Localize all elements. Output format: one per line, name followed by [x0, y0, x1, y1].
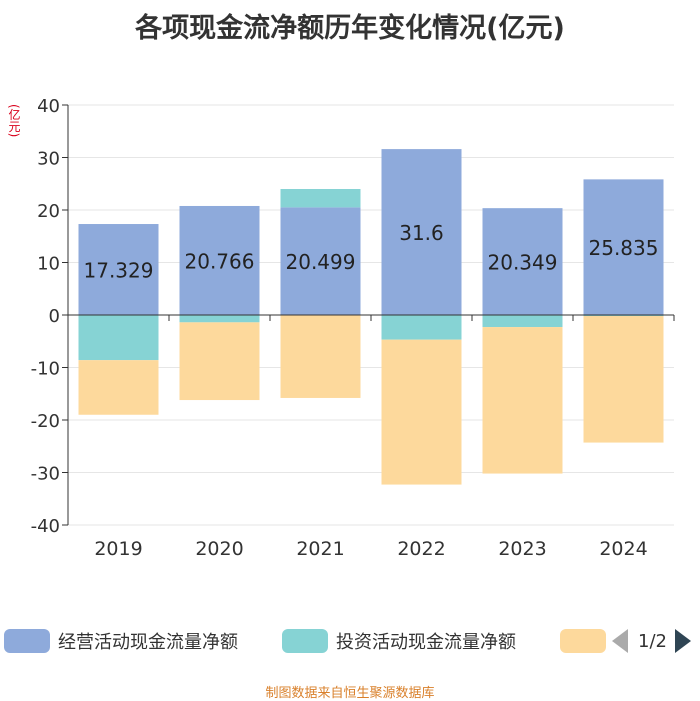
bar-data-label: 17.329 — [84, 259, 154, 283]
x-tick-label: 2022 — [397, 538, 445, 560]
bar-data-label: 20.499 — [286, 250, 356, 274]
y-tick-label: 0 — [49, 306, 60, 327]
bar-2024-series-2 — [583, 316, 664, 443]
y-tick-label: -10 — [31, 359, 60, 380]
legend-page-indicator: 1/2 — [638, 630, 667, 652]
chart-canvas: 40 30 20 10 0 -10 -20 -30 -40 17.329 2019 20.766 202… — [31, 96, 675, 560]
bar-data-label: 20.349 — [488, 251, 558, 275]
legend-swatch-investing — [282, 629, 328, 653]
bar-2020-series-0 — [179, 205, 260, 315]
legend-swatch-operating — [4, 629, 50, 653]
bar-2019-series-0 — [78, 224, 159, 315]
chart-title: 各项现金流净额历年变化情况(亿元) — [135, 13, 565, 44]
x-tick-label: 2023 — [498, 538, 546, 560]
legend: 经营活动现金流量净额 投资活动现金流量净额 1/2 — [0, 624, 700, 664]
y-tick-label: 10 — [37, 254, 60, 275]
legend-swatch-financing — [560, 629, 606, 653]
bar-2022-series-2 — [381, 339, 462, 485]
legend-item-financing[interactable] — [560, 628, 614, 654]
legend-label-investing: 投资活动现金流量净额 — [336, 632, 516, 653]
x-tick-label: 2024 — [599, 538, 647, 560]
legend-prev-page-icon[interactable] — [612, 629, 628, 653]
bar-2023-series-2 — [482, 327, 563, 474]
x-tick-label: 2021 — [296, 538, 344, 560]
bar-2021-series-0 — [280, 207, 361, 315]
bar-2022-series-0 — [381, 149, 462, 315]
legend-label-operating: 经营活动现金流量净额 — [58, 632, 238, 653]
data-source-note: 制图数据来自恒生聚源数据库 — [265, 686, 435, 701]
bar-data-label: 20.766 — [185, 249, 255, 273]
y-axis-unit-label: (亿元) — [7, 104, 21, 138]
y-tick-label: 40 — [37, 96, 60, 117]
y-tick-label: -40 — [31, 516, 60, 537]
bar-data-label: 25.835 — [589, 236, 659, 260]
y-tick-label: 30 — [37, 149, 60, 170]
bar-2021-series-2 — [280, 315, 361, 398]
bar-data-label: 31.6 — [399, 221, 444, 245]
x-tick-label: 2019 — [94, 538, 142, 560]
bar-2020-series-2 — [179, 322, 260, 401]
y-tick-label: -20 — [31, 411, 60, 432]
bar-2019-series-1 — [78, 315, 159, 361]
bar-2023-series-1 — [482, 315, 563, 328]
legend-item-investing[interactable]: 投资活动现金流量净额 — [282, 628, 516, 654]
bar-2021-series-1 — [280, 189, 361, 208]
y-tick-label: 20 — [37, 201, 60, 222]
bar-2024-series-1 — [583, 315, 664, 317]
bar-2022-series-1 — [381, 315, 462, 340]
legend-pager: 1/2 — [612, 628, 691, 654]
bar-2020-series-1 — [179, 315, 260, 323]
bar-2024-series-0 — [583, 179, 664, 315]
x-tick-label: 2020 — [195, 538, 243, 560]
y-tick-label: -30 — [31, 464, 60, 485]
legend-next-page-icon[interactable] — [674, 629, 691, 653]
bar-2019-series-2 — [78, 360, 159, 415]
bar-2023-series-0 — [482, 208, 563, 315]
legend-item-operating[interactable]: 经营活动现金流量净额 — [4, 628, 238, 654]
